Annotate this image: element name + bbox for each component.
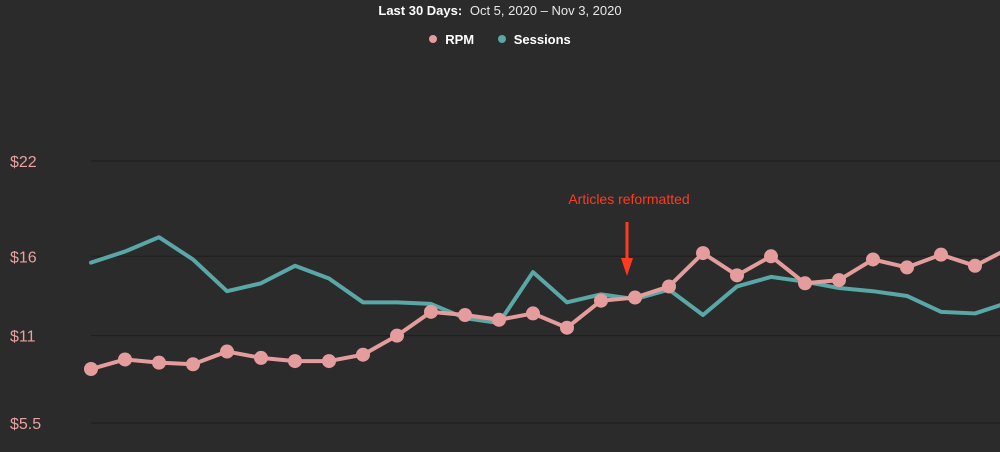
data-point-rpm — [968, 258, 982, 273]
data-point-rpm — [288, 354, 302, 369]
series-line-rpm — [89, 250, 1000, 372]
data-point-rpm — [934, 247, 948, 262]
y-tick-label: $22 — [10, 154, 37, 171]
data-point-rpm — [492, 312, 506, 327]
annotation-label: Articles reformatted — [568, 191, 689, 207]
annotation-arrow-icon — [621, 258, 633, 276]
data-point-rpm — [526, 306, 540, 321]
legend: RPM Sessions — [0, 32, 1000, 47]
y-tick-label: $11 — [10, 329, 36, 346]
legend-label: RPM — [445, 32, 475, 47]
y-tick-label: $16 — [10, 249, 37, 266]
data-point-rpm — [866, 252, 880, 267]
data-point-rpm — [730, 268, 744, 283]
data-point-rpm — [152, 355, 166, 370]
y-tick-label: $5.5 — [10, 416, 41, 433]
legend-item-sessions[interactable]: Sessions — [497, 32, 571, 47]
data-point-rpm — [594, 293, 608, 308]
data-point-rpm — [662, 279, 676, 294]
data-point-rpm — [900, 260, 914, 275]
series-line-sessions — [89, 235, 1000, 325]
date-range-label: Last 30 Days: — [378, 3, 463, 18]
data-point-rpm — [118, 352, 132, 367]
legend-item-rpm[interactable]: RPM — [429, 32, 474, 47]
data-point-rpm — [254, 350, 268, 365]
legend-dot-icon — [497, 35, 506, 43]
data-point-rpm — [628, 290, 642, 305]
data-point-rpm — [764, 249, 778, 264]
data-point-rpm — [322, 354, 336, 369]
legend-dot-icon — [429, 35, 438, 43]
data-point-rpm — [458, 308, 472, 323]
data-point-rpm — [186, 357, 200, 372]
legend-label: Sessions — [513, 32, 571, 47]
data-point-rpm — [356, 347, 370, 362]
data-point-rpm — [390, 328, 404, 343]
data-point-rpm — [832, 273, 846, 288]
data-point-rpm — [798, 276, 812, 291]
chart-header: Last 30 Days: Oct 5, 2020 – Nov 3, 2020 … — [0, 0, 1000, 60]
date-range: Last 30 Days: Oct 5, 2020 – Nov 3, 2020 — [0, 3, 1000, 18]
date-range-value: Oct 5, 2020 – Nov 3, 2020 — [469, 3, 622, 18]
data-point-rpm — [220, 344, 234, 359]
data-point-rpm — [84, 362, 98, 377]
data-point-rpm — [424, 304, 438, 319]
data-point-rpm — [560, 320, 574, 335]
data-point-rpm — [696, 246, 710, 261]
